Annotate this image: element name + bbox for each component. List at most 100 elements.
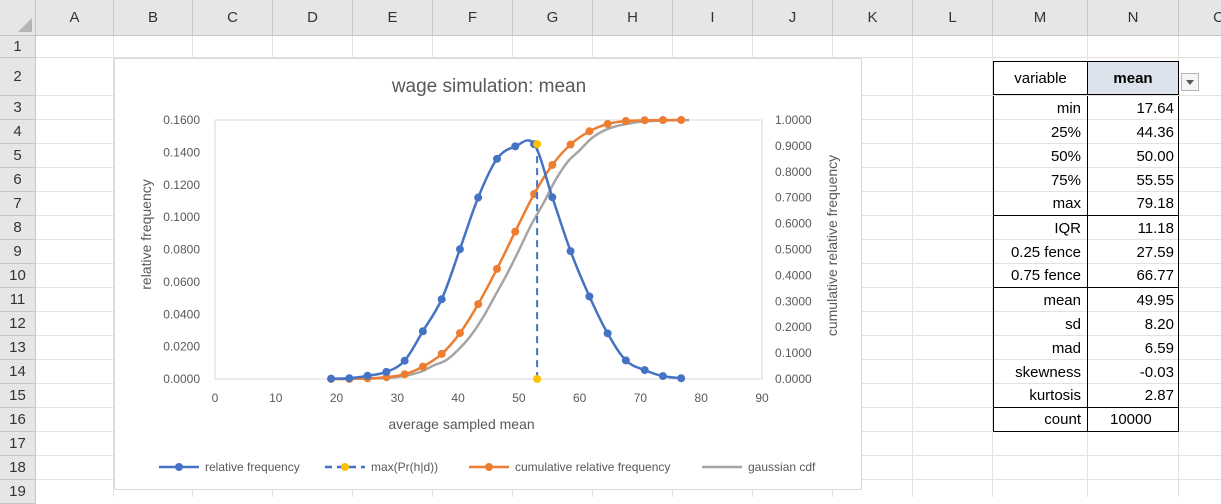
select-all-corner[interactable] bbox=[0, 0, 36, 36]
stat-value-cell[interactable]: 49.95 bbox=[1088, 288, 1179, 312]
x-axis-title: average sampled mean bbox=[388, 416, 534, 432]
stat-label-cell[interactable]: kurtosis bbox=[993, 384, 1088, 408]
row-header[interactable]: 10 bbox=[0, 264, 36, 288]
header-mean-cell[interactable]: mean bbox=[1088, 61, 1179, 95]
y2-tick-label: 0.9000 bbox=[775, 139, 812, 153]
column-header[interactable]: A bbox=[36, 0, 114, 36]
stat-value-cell[interactable]: 50.00 bbox=[1088, 144, 1179, 168]
stat-value-cell[interactable]: 66.77 bbox=[1088, 264, 1179, 288]
select-all-triangle-icon bbox=[18, 18, 32, 32]
relative-frequency-point bbox=[677, 374, 686, 383]
cumulative-relative-frequency-point bbox=[640, 116, 649, 125]
stat-value-cell[interactable]: 8.20 bbox=[1088, 312, 1179, 336]
stat-value-cell[interactable]: 10000 bbox=[1088, 408, 1179, 432]
row-header[interactable]: 16 bbox=[0, 408, 36, 432]
x-tick-label: 40 bbox=[451, 391, 465, 405]
filter-dropdown-button[interactable] bbox=[1181, 73, 1199, 91]
stat-label-cell[interactable]: 0.25 fence bbox=[993, 240, 1088, 264]
legend-relative-frequency-marker bbox=[175, 463, 183, 471]
legend-gaussian-cdf-label: gaussian cdf bbox=[748, 460, 816, 474]
y-tick-label: 0.1000 bbox=[163, 210, 200, 224]
series-line-gaussian-cdf bbox=[330, 118, 690, 381]
row-header[interactable]: 8 bbox=[0, 216, 36, 240]
stat-value-cell[interactable]: 55.55 bbox=[1088, 168, 1179, 192]
row-header[interactable]: 2 bbox=[0, 58, 36, 96]
relative-frequency-point bbox=[327, 374, 336, 383]
stat-value-cell[interactable]: -0.03 bbox=[1088, 360, 1179, 384]
y-tick-label: 0.0000 bbox=[163, 372, 200, 386]
stat-value-cell[interactable]: 11.18 bbox=[1088, 216, 1179, 240]
stat-label-cell[interactable]: 25% bbox=[993, 120, 1088, 144]
row-header[interactable]: 14 bbox=[0, 360, 36, 384]
column-header[interactable]: G bbox=[513, 0, 593, 36]
x-tick-label: 10 bbox=[269, 391, 283, 405]
row-header[interactable]: 13 bbox=[0, 336, 36, 360]
column-header[interactable]: D bbox=[273, 0, 353, 36]
legend-max-pr-marker bbox=[341, 463, 349, 471]
stat-label-cell[interactable]: skewness bbox=[993, 360, 1088, 384]
column-header[interactable]: I bbox=[673, 0, 753, 36]
row-header[interactable]: 5 bbox=[0, 144, 36, 168]
cumulative-relative-frequency-point bbox=[548, 160, 557, 169]
stat-label-cell[interactable]: count bbox=[993, 408, 1088, 432]
y2-tick-label: 0.5000 bbox=[775, 243, 812, 257]
stat-label-cell[interactable]: IQR bbox=[993, 216, 1088, 240]
grid-column-line bbox=[992, 36, 993, 497]
row-header[interactable]: 7 bbox=[0, 192, 36, 216]
row-header[interactable]: 1 bbox=[0, 36, 36, 58]
legend-relative-frequency-label: relative frequency bbox=[205, 460, 300, 474]
x-tick-label: 20 bbox=[330, 391, 344, 405]
wage-simulation-chart[interactable]: wage simulation: mean 0.0000 0.0200 0.0400 0… bbox=[114, 58, 862, 490]
row-header[interactable]: 18 bbox=[0, 456, 36, 480]
stat-label-cell[interactable]: min bbox=[993, 96, 1088, 120]
stat-label-cell[interactable]: 0.75 fence bbox=[993, 264, 1088, 288]
column-header[interactable]: L bbox=[913, 0, 993, 36]
column-header[interactable]: F bbox=[433, 0, 513, 36]
row-header[interactable]: 12 bbox=[0, 312, 36, 336]
stat-label-cell[interactable]: 75% bbox=[993, 168, 1088, 192]
relative-frequency-point bbox=[603, 329, 612, 338]
row-header[interactable]: 4 bbox=[0, 120, 36, 144]
stat-value-cell[interactable]: 6.59 bbox=[1088, 336, 1179, 360]
stat-label-cell[interactable]: mad bbox=[993, 336, 1088, 360]
row-header[interactable]: 11 bbox=[0, 288, 36, 312]
stat-value-cell[interactable]: 79.18 bbox=[1088, 192, 1179, 216]
stat-label-cell[interactable]: mean bbox=[993, 288, 1088, 312]
column-header[interactable]: H bbox=[593, 0, 673, 36]
row-header[interactable]: 9 bbox=[0, 240, 36, 264]
stat-value-cell[interactable]: 2.87 bbox=[1088, 384, 1179, 408]
stat-label-cell[interactable]: sd bbox=[993, 312, 1088, 336]
stat-value-cell[interactable]: 44.36 bbox=[1088, 120, 1179, 144]
column-header[interactable]: C bbox=[193, 0, 273, 36]
header-variable-cell[interactable]: variable bbox=[993, 61, 1088, 95]
max-pr-point bbox=[533, 140, 542, 149]
column-header[interactable]: K bbox=[833, 0, 913, 36]
x-tick-label: 90 bbox=[755, 391, 769, 405]
stat-value-cell[interactable]: 17.64 bbox=[1088, 96, 1179, 120]
y2-tick-label: 0.7000 bbox=[775, 191, 812, 205]
relative-frequency-point bbox=[658, 372, 667, 381]
y-tick-label: 0.0600 bbox=[163, 275, 200, 289]
row-header[interactable]: 15 bbox=[0, 384, 36, 408]
chart-title: wage simulation: mean bbox=[391, 76, 586, 97]
row-header[interactable]: 3 bbox=[0, 96, 36, 120]
x-tick-label: 30 bbox=[391, 391, 405, 405]
row-header[interactable]: 19 bbox=[0, 480, 36, 504]
column-header[interactable]: E bbox=[353, 0, 433, 36]
stat-value-cell[interactable]: 27.59 bbox=[1088, 240, 1179, 264]
row-header[interactable]: 6 bbox=[0, 168, 36, 192]
column-header[interactable]: J bbox=[753, 0, 833, 36]
row-header[interactable]: 17 bbox=[0, 432, 36, 456]
column-header[interactable]: O bbox=[1179, 0, 1221, 36]
cumulative-relative-frequency-point bbox=[493, 264, 502, 273]
column-header[interactable]: N bbox=[1088, 0, 1179, 36]
cumulative-relative-frequency-point bbox=[400, 370, 409, 379]
dropdown-arrow-icon bbox=[1186, 79, 1194, 85]
relative-frequency-point bbox=[548, 193, 557, 202]
stat-label-cell[interactable]: 50% bbox=[993, 144, 1088, 168]
cumulative-relative-frequency-point bbox=[530, 190, 539, 199]
column-header[interactable]: M bbox=[993, 0, 1088, 36]
stat-label-cell[interactable]: max bbox=[993, 192, 1088, 216]
column-header[interactable]: B bbox=[114, 0, 193, 36]
